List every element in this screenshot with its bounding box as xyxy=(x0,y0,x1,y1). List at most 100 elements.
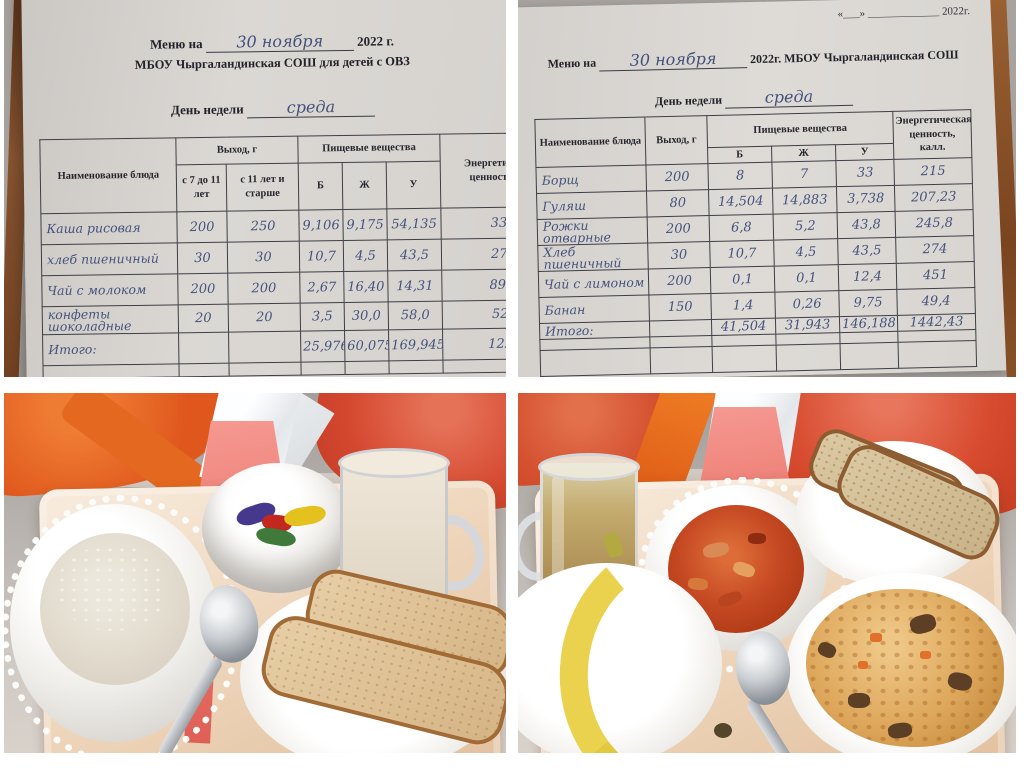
cell-protein: 0,1 xyxy=(710,266,775,294)
handwritten-date: 30 ноября xyxy=(598,48,748,72)
cell-protein: 10,7 xyxy=(709,240,775,268)
handwritten-date: 30 ноября xyxy=(205,30,354,53)
cell-dish: Гуляш xyxy=(536,190,648,220)
cell-energy xyxy=(898,340,977,369)
carrot-piece xyxy=(920,651,931,659)
cell-output-7-11: 200 xyxy=(177,273,229,305)
cell-protein: 9,106 xyxy=(298,209,344,242)
cell-fat: 14,883 xyxy=(772,186,838,215)
cell-carbs: 9,75 xyxy=(838,289,898,317)
cell-output-7-11 xyxy=(178,363,230,377)
header-fat: Ж xyxy=(771,144,836,163)
header-carbs: У xyxy=(386,161,441,209)
banana-plate xyxy=(518,563,722,753)
corner-date-blank: «___» _____________ 2022г. xyxy=(837,5,971,21)
header-nutrients: Пищевые вещества xyxy=(706,111,894,148)
cell-carbs: 43,8 xyxy=(837,211,896,239)
cell-carbs: 58,0 xyxy=(388,301,443,330)
cell-dish: Чай с молоком xyxy=(41,273,179,307)
tea-mug-rim xyxy=(538,453,640,481)
photo-menu-breakfast: Меню на 30 ноября 2022 г. МБОУ Чыргаланд… xyxy=(4,0,506,377)
cell-fat: 31,943 xyxy=(775,316,840,335)
cell-energy: 274 xyxy=(441,237,506,271)
tea-mug-highlight xyxy=(552,475,564,583)
weekday-line: День недели среда xyxy=(23,95,506,122)
menu-document-lunch: «___» _____________ 2022г. Меню на 30 но… xyxy=(518,0,1007,377)
cell-energy: 1220 xyxy=(442,327,506,361)
cell-fat: 7 xyxy=(771,160,837,189)
cell-energy: 245,8 xyxy=(895,209,974,238)
vegetable-chunk xyxy=(748,533,766,544)
header-protein: Б xyxy=(707,146,772,164)
menu-title: Меню на 30 ноября 2022г. МБОУ Чыргаланди… xyxy=(518,42,999,73)
header-output: Выход, г xyxy=(644,115,708,165)
cell-energy: 207,23 xyxy=(894,183,974,212)
cell-output: 30 xyxy=(647,241,711,269)
cell-carbs: 54,135 xyxy=(386,208,442,240)
cell-carbs: 12,4 xyxy=(838,263,897,291)
cell-output-11-plus xyxy=(228,331,301,364)
menu-title-suffix: 2022г. МБОУ Чыргаландинская СОШ xyxy=(749,47,959,67)
menu-table-body: Борщ 200 8 7 33 215 Гуляш 80 14,504 1 xyxy=(535,157,977,377)
cell-output: 200 xyxy=(648,267,711,295)
cell-protein: 41,504 xyxy=(711,318,776,336)
cell-fat: 16,40 xyxy=(343,270,389,303)
menu-title: Меню на 30 ноября 2022 г. xyxy=(22,29,506,56)
carrot-piece xyxy=(870,633,882,642)
header-protein: Б xyxy=(298,162,343,211)
cell-dish: конфеты шоколадные xyxy=(42,304,179,335)
cell-energy: 337 xyxy=(440,206,506,240)
header-age-11-plus: с 11 лет и старше xyxy=(226,163,299,212)
header-energy: Энергетическая ценность, кал xyxy=(439,132,506,209)
menu-title-prefix: Меню на xyxy=(547,55,597,71)
school-name: МБОУ Чыргаландинская СОШ для детей с ОВЗ xyxy=(134,54,410,72)
macaroni-with-goulash xyxy=(806,589,1004,747)
cell-protein: 1,4 xyxy=(710,292,776,320)
cell-energy: 89,0 xyxy=(441,268,506,302)
cell-output: 80 xyxy=(646,189,710,217)
menu-table-body: Каша рисовая 200 250 9,106 9,175 54,135 … xyxy=(40,206,506,377)
header-output: Выход, г xyxy=(175,136,299,165)
cell-carbs: 169,945 xyxy=(388,329,443,361)
cell-energy: 520 xyxy=(442,299,506,330)
cell-dish: Рожки отварные xyxy=(537,216,648,246)
cell-protein: 6,8 xyxy=(709,214,774,242)
menu-document-breakfast: Меню на 30 ноября 2022 г. МБОУ Чыргаланд… xyxy=(21,0,506,377)
weekday-line: День недели среда xyxy=(518,82,1000,113)
cell-fat: 4,5 xyxy=(343,239,388,272)
cell-dish: Чай с лимоном xyxy=(538,268,649,298)
header-dish: Наименование блюда xyxy=(534,117,646,168)
cell-energy xyxy=(442,358,506,374)
cell-carbs xyxy=(840,342,899,370)
milk-mug-rim xyxy=(338,448,450,478)
header-dish: Наименование блюда xyxy=(39,137,177,214)
cell-energy: 274 xyxy=(895,235,975,264)
cell-protein: 14,504 xyxy=(708,188,774,216)
cell-output-11-plus: 20 xyxy=(228,303,301,333)
cell-protein: 8 xyxy=(707,162,773,190)
header-energy: Энергетическая ценность, калл. xyxy=(892,109,972,160)
handwritten-weekday: среда xyxy=(724,85,854,109)
cell-output: 150 xyxy=(648,293,712,321)
cell-energy: 451 xyxy=(896,261,975,290)
cell-protein: 2,67 xyxy=(299,271,345,304)
cell-carbs: 3,738 xyxy=(836,185,896,213)
cell-output-7-11 xyxy=(178,332,229,364)
cell-protein xyxy=(712,345,777,373)
cell-dish: Борщ xyxy=(535,164,647,194)
cell-energy: 215 xyxy=(893,157,973,186)
cell-carbs: 33 xyxy=(835,159,895,187)
meat-chunk xyxy=(848,693,870,708)
cell-energy: 1442,43 xyxy=(897,313,976,332)
header-fat: Ж xyxy=(342,161,387,210)
cell-fat: 30,0 xyxy=(344,301,389,331)
cell-output xyxy=(649,319,712,337)
cell-dish: хлеб пшеничный xyxy=(41,242,178,276)
photo-menu-lunch: «___» _____________ 2022г. Меню на 30 но… xyxy=(518,0,1016,377)
cell-fat xyxy=(776,343,841,372)
cell-dish: Банан xyxy=(538,294,650,324)
cell-energy: 49,4 xyxy=(896,287,976,316)
cell-protein: 3,5 xyxy=(300,302,345,332)
cell-fat: 5,2 xyxy=(773,212,838,241)
